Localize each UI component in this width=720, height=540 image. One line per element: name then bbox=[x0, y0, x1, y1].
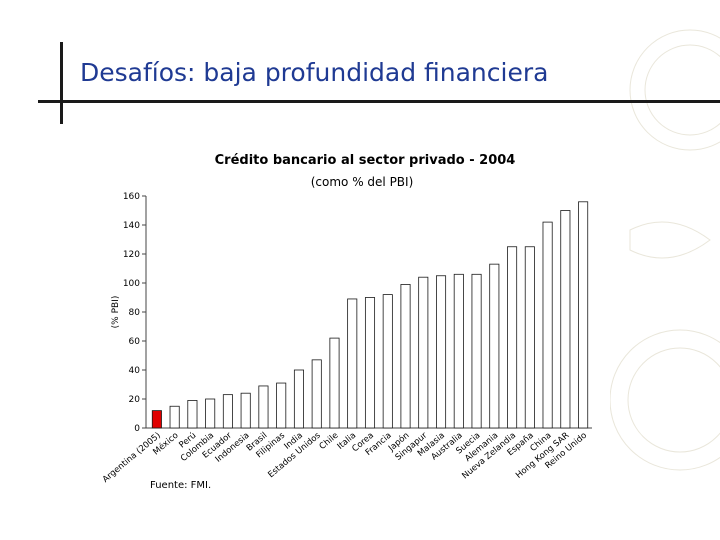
source-note: Fuente: FMI. bbox=[150, 480, 212, 491]
bar bbox=[542, 221, 553, 429]
bar bbox=[418, 276, 429, 429]
bar bbox=[382, 294, 393, 429]
y-tick-label: 140 bbox=[123, 221, 140, 231]
bar bbox=[205, 398, 216, 429]
bar bbox=[578, 201, 589, 429]
bar bbox=[293, 369, 304, 429]
y-tick-label: 100 bbox=[123, 279, 140, 289]
bar bbox=[258, 385, 269, 429]
bar bbox=[471, 273, 482, 429]
x-tick-label: Chile bbox=[318, 431, 341, 452]
y-tick-label: 120 bbox=[123, 250, 140, 260]
chart-bars bbox=[151, 201, 589, 429]
bar bbox=[276, 382, 287, 429]
title-accent-horizontal-line bbox=[38, 100, 720, 103]
slide-title: Desafíos: baja profundidad financiera bbox=[80, 58, 549, 87]
x-tick-labels: Argentina (2005)MéxicoPerúColombiaEcuado… bbox=[101, 430, 589, 485]
y-tick-label: 80 bbox=[129, 308, 141, 318]
y-tick-label: 160 bbox=[123, 192, 140, 202]
bar bbox=[240, 392, 251, 429]
y-tick-label: 40 bbox=[129, 366, 141, 376]
y-axis-label: (% PBI) bbox=[111, 296, 121, 329]
bar bbox=[400, 284, 411, 429]
bar-highlight bbox=[151, 410, 162, 429]
y-tick-label: 60 bbox=[129, 337, 141, 347]
chart-axes: 0 20 40 60 80 100 120 140 160 bbox=[123, 192, 592, 434]
bar bbox=[311, 359, 322, 429]
watermark-ornament bbox=[610, 29, 720, 471]
bar bbox=[347, 298, 358, 429]
x-tick-label: Argentina (2005) bbox=[101, 431, 163, 485]
bar bbox=[489, 263, 500, 429]
bar bbox=[560, 210, 571, 429]
chart-subtitle: (como % del PBI) bbox=[311, 175, 414, 189]
bar bbox=[169, 405, 180, 429]
y-tick-label: 20 bbox=[129, 395, 141, 405]
bar bbox=[187, 400, 198, 429]
bar bbox=[507, 246, 518, 429]
bar bbox=[364, 297, 376, 429]
bar bbox=[453, 273, 464, 429]
bar bbox=[436, 275, 447, 429]
title-accent-vertical-line bbox=[60, 42, 63, 124]
bar bbox=[329, 337, 340, 429]
chart-title: Crédito bancario al sector privado - 200… bbox=[215, 153, 516, 168]
y-tick-label: 0 bbox=[134, 424, 140, 434]
bar bbox=[524, 246, 535, 429]
bar bbox=[222, 394, 233, 429]
